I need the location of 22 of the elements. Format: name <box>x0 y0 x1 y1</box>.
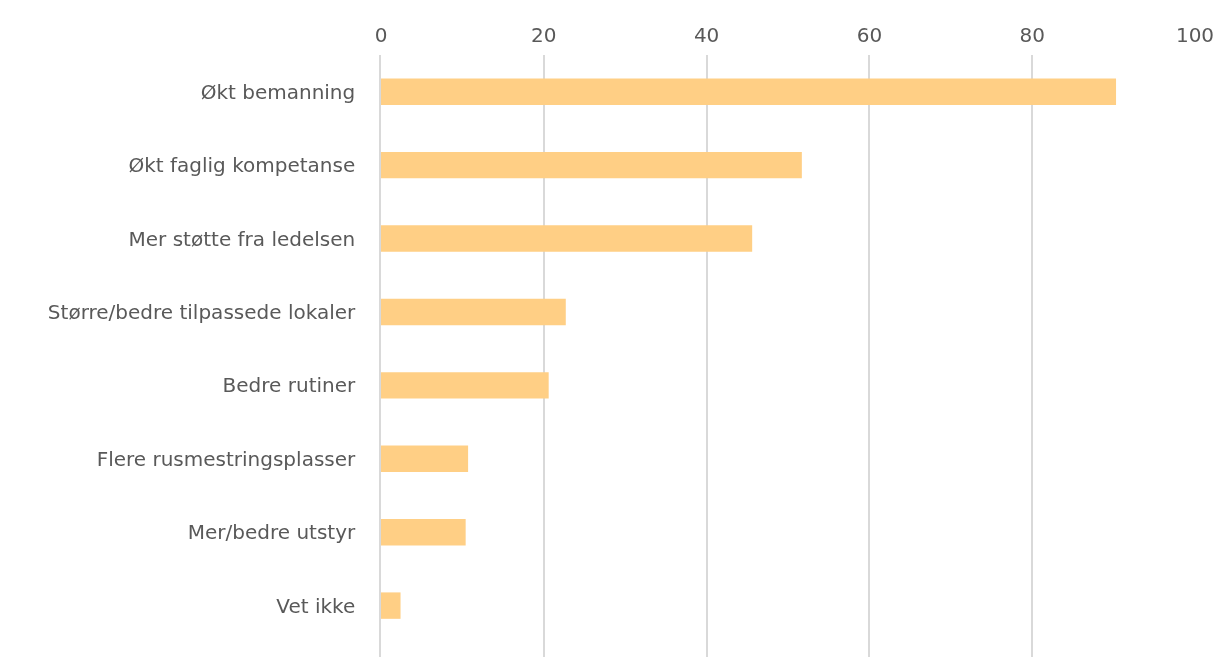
y-tick-label: Bedre rutiner <box>222 373 357 398</box>
x-tick-label: 20 <box>531 23 557 47</box>
y-tick-label: Økt faglig kompetanse <box>128 153 356 178</box>
bar <box>381 298 566 326</box>
bar <box>381 78 1117 105</box>
y-tick-label: Vet ikke <box>276 593 356 618</box>
bar <box>381 151 802 179</box>
x-tick-label: 0 <box>374 23 388 47</box>
y-tick-label: Flere rusmestringsplasser <box>96 446 357 471</box>
x-tick-label: 80 <box>1019 23 1045 47</box>
x-tick-label: 40 <box>693 23 720 47</box>
y-tick-label: Mer støtte fra ledelsen <box>128 226 356 251</box>
x-tick-label: 60 <box>856 23 883 47</box>
y-tick-label: Mer/bedre utstyr <box>187 520 357 545</box>
bar <box>381 445 469 472</box>
y-tick-label: Større/bedre tilpassede lokaler <box>47 299 357 324</box>
bar <box>381 225 753 252</box>
y-tick-label: Økt bemanning <box>200 79 356 104</box>
bar <box>381 372 549 399</box>
bar <box>381 592 401 619</box>
x-tick-label: 100 <box>1175 23 1215 47</box>
bar <box>381 518 466 546</box>
